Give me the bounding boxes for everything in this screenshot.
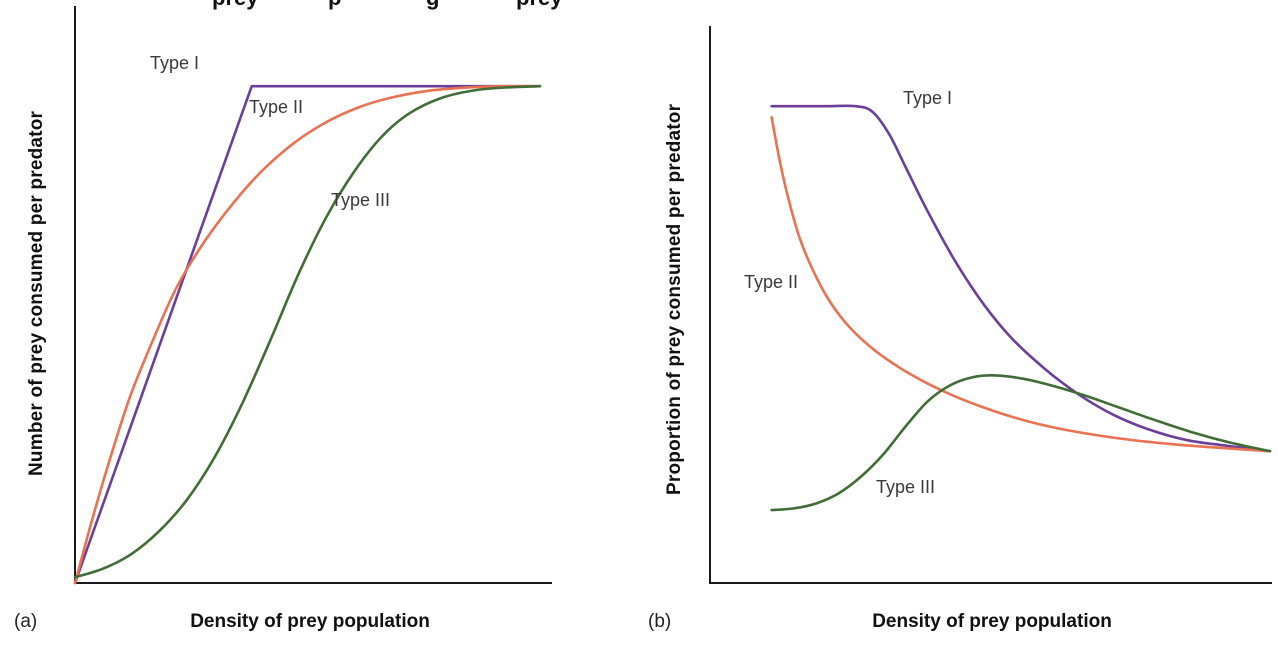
panel-a-plot: [73, 6, 552, 585]
panel-b-type-iii-label: Type III: [876, 477, 936, 497]
panel-b-letter: (b): [648, 611, 672, 632]
curve-type-ii: [770, 116, 1272, 453]
panel-a-letter: (a): [14, 611, 38, 632]
cropped-title-fragment: g: [426, 0, 439, 11]
curve-type-i: [770, 104, 1272, 453]
cropped-title-fragment: prey: [516, 0, 562, 11]
curve-type-iii: [73, 84, 542, 579]
panel-b-x-axis-label: Density of prey population: [872, 611, 1112, 632]
panel-a-type-ii-label: Type II: [249, 97, 304, 117]
curve-type-iii: [770, 374, 1272, 512]
cropped-figure-title: prey p g prey: [0, 0, 1278, 13]
panel-b-type-i-label: Type I: [903, 88, 953, 108]
curve-type-ii: [73, 84, 542, 585]
curve-type-i: [73, 84, 542, 585]
panel-b-plot: [709, 26, 1272, 584]
cropped-title-fragment: prey: [212, 0, 258, 11]
panel-a-type-iii-label: Type III: [331, 190, 391, 210]
panel-a-y-axis-label: Number of prey consumed per predator: [26, 110, 47, 476]
panel-a-type-i-label: Type I: [150, 53, 200, 73]
panel-a-x-axis-label: Density of prey population: [190, 611, 430, 632]
cropped-title-fragment: p: [328, 0, 341, 11]
panel-b-type-ii-label: Type II: [744, 272, 799, 292]
